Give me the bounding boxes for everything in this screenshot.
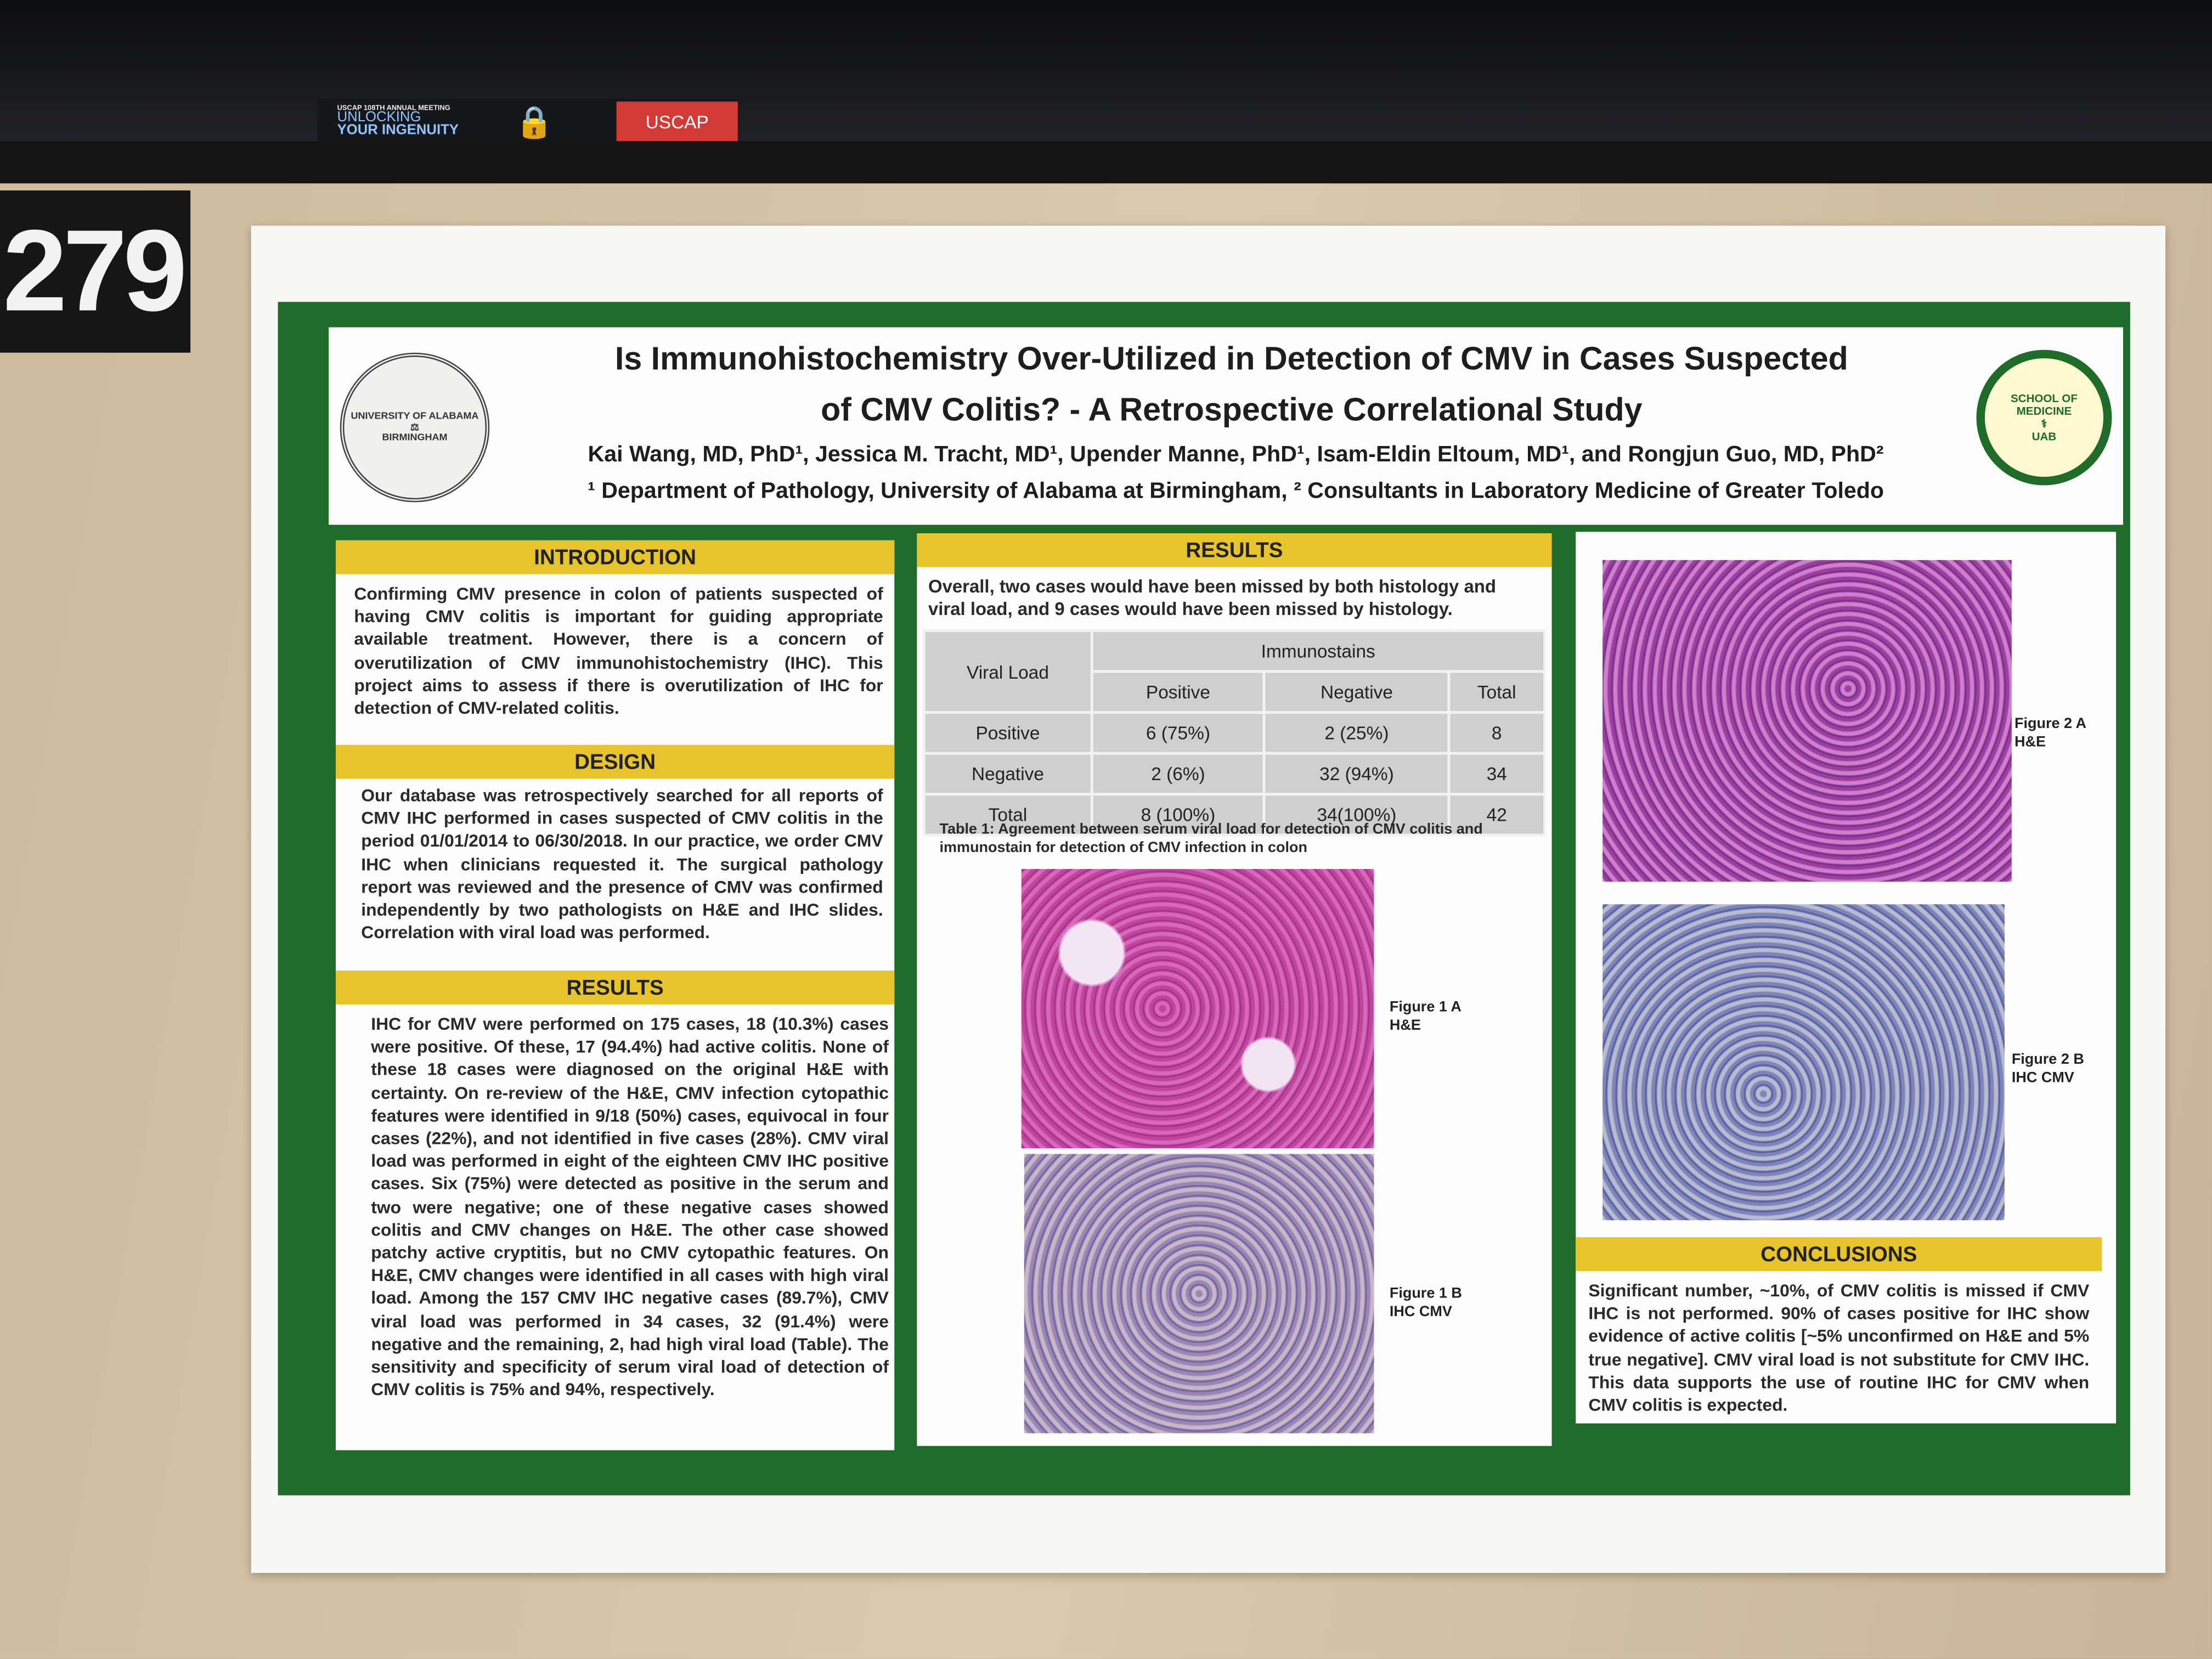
introduction-text: Confirming CMV presence in colon of pati… (354, 584, 883, 718)
title-line1: Is Immunohistochemistry Over-Utilized in… (614, 340, 1848, 377)
group-header: Immunostains (1090, 629, 1547, 673)
design-heading: DESIGN (335, 744, 895, 779)
row-label: Total (922, 793, 1093, 837)
padlock-icon: 🔒 (515, 104, 554, 140)
table-caption: Table 1: Agreement between serum viral l… (939, 821, 1483, 856)
table-cell: 34(100%) (1263, 793, 1451, 837)
banner-meeting: USCAP 108TH ANNUAL MEETING (337, 104, 450, 113)
table-cell: 42 (1447, 793, 1547, 837)
uscap-logo: USCAP (616, 101, 738, 144)
right-column: Figure 2 A H&E Figure 2 B IHC CMV CONCLU… (1576, 532, 2117, 1424)
meeting-banner: USCAP 108TH ANNUAL MEETING UNLOCKING YOU… (317, 98, 738, 147)
design-text: Our database was retrospectively searche… (361, 786, 883, 943)
column-header: Positive (1090, 670, 1266, 714)
results-text-left: IHC for CMV were performed on 175 cases,… (371, 1014, 889, 1400)
figure-1b-image (1024, 1154, 1374, 1434)
agreement-table: Viral Load Immunostains Positive Negativ… (922, 629, 1547, 837)
table-cell: 34 (1447, 752, 1547, 796)
introduction-heading: INTRODUCTION (335, 540, 895, 574)
table-cell: 2 (6%) (1090, 752, 1266, 796)
left-column: INTRODUCTION Confirming CMV presence in … (335, 540, 895, 1451)
row-header: Viral Load (922, 629, 1093, 714)
board-frame (0, 141, 2212, 187)
table-cell: 32 (94%) (1263, 752, 1451, 796)
figure-2b-label: Figure 2 B IHC CMV (2011, 1051, 2084, 1086)
poster-title: Is Immunohistochemistry Over-Utilized in… (498, 333, 1965, 435)
banner-line1: UNLOCKING (337, 110, 421, 126)
affiliations: ¹ Department of Pathology, University of… (588, 479, 1884, 504)
table-cell: 8 (1447, 710, 1547, 755)
school-of-medicine-logo: SCHOOL OF MEDICINE ⚕ UAB (1976, 349, 2112, 486)
results-text-middle: Overall, two cases would have been misse… (928, 575, 1496, 620)
conclusions-text: Significant number, ~10%, of CMV colitis… (1588, 1280, 2090, 1415)
table-row: Negative 2 (6%) 32 (94%) 34 (922, 752, 1547, 796)
figure-1a-label: Figure 1 A H&E (1389, 998, 1462, 1034)
figure-2a-image (1602, 560, 2012, 882)
figure-1b-label: Figure 1 B IHC CMV (1389, 1285, 1462, 1321)
poster-header: UNIVERSITY OF ALABAMA ⚖ BIRMINGHAM Is Immu… (329, 327, 2123, 525)
figure-1a-image (1021, 868, 1374, 1149)
row-label: Positive (922, 710, 1093, 755)
row-label: Negative (922, 752, 1093, 796)
column-header: Total (1447, 670, 1547, 714)
table-row: Total 8 (100%) 34(100%) 42 (922, 793, 1547, 837)
uab-seal-logo: UNIVERSITY OF ALABAMA ⚖ BIRMINGHAM (340, 352, 490, 503)
table-row: Positive 6 (75%) 2 (25%) 8 (922, 710, 1547, 755)
booth-number: 279 (0, 190, 191, 353)
table-cell: 2 (25%) (1263, 710, 1451, 755)
banner-line2: YOUR INGENUITY (337, 122, 459, 138)
results-heading-left: RESULTS (335, 970, 895, 1005)
figure-2b-image (1602, 904, 2005, 1221)
title-line2: of CMV Colitis? - A Retrospective Correl… (821, 391, 1643, 428)
table-cell: 6 (75%) (1090, 710, 1266, 755)
middle-column: RESULTS Overall, two cases would have be… (917, 533, 1552, 1446)
figure-2a-label: Figure 2 A H&E (2014, 715, 2086, 751)
column-header: Negative (1263, 670, 1451, 714)
conclusions-heading: CONCLUSIONS (1576, 1237, 2102, 1271)
results-heading-middle: RESULTS (917, 533, 1552, 567)
authors: Kai Wang, MD, PhD¹, Jessica M. Tracht, M… (588, 443, 1884, 467)
table-cell: 8 (100%) (1090, 793, 1266, 837)
